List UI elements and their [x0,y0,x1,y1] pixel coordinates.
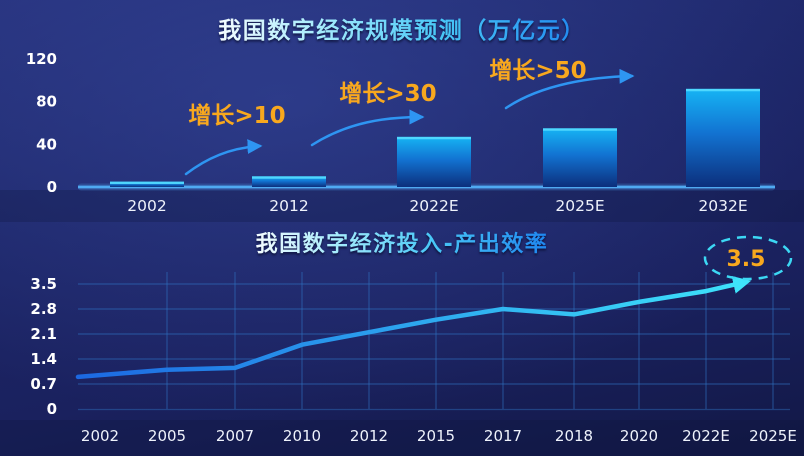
y-tick-label: 3.5 [30,275,57,293]
bar-chart-title: 我国数字经济规模预测（万亿元） [218,11,586,45]
y-tick-label: 0.7 [30,375,57,393]
growth-annotation: 增长>30 [339,80,436,107]
growth-annotation: 增长>50 [489,57,586,84]
bar [110,181,184,187]
y-tick-label: 2.8 [30,300,57,318]
bar [252,176,326,187]
y-tick-label: 2.1 [30,325,57,343]
y-tick-label: 0 [47,178,57,196]
bar-top-highlight [252,176,326,179]
x-tick-label: 2022E [682,427,730,445]
x-tick-label: 2017 [484,427,522,445]
callout-ellipse [703,235,793,281]
bar-top-highlight [686,88,760,92]
line-chart: 0 0.7 1.4 2.1 2.8 3.5 2002 2005 2007 2010 2012 2015… [30,235,797,445]
growth-arrow [310,109,425,147]
x-tick-label: 2032E [698,197,747,215]
x-tick-label: 2012 [269,197,308,215]
x-tick-label: 2002 [81,427,119,445]
x-tick-label: 2020 [620,427,658,445]
callout-value: 3.5 [727,247,766,272]
x-tick-label: 2022E [409,197,458,215]
x-tick-label: 2010 [283,427,321,445]
x-tick-label: 2007 [216,427,254,445]
x-tick-label: 2018 [555,427,593,445]
y-tick-label: 0 [47,400,57,418]
x-tick-label: 2005 [148,427,186,445]
growth-arrow [504,68,635,110]
y-tick-label: 40 [36,135,57,153]
y-tick-label: 1.4 [30,350,57,368]
bar [543,128,617,187]
bar-top-highlight [110,181,184,185]
y-tick-label: 80 [36,93,57,111]
x-tick-label: 2012 [350,427,388,445]
growth-annotation: 增长>10 [188,102,285,129]
line-chart-label-band [0,420,804,456]
x-tick-label: 2025E [749,427,797,445]
bar-chart-label-band [0,190,804,222]
x-tick-label: 2015 [417,427,455,445]
bar-top-highlight [543,128,617,131]
bar-top-highlight [397,136,471,140]
y-tick-label: 120 [26,50,57,68]
line-chart-title: 我国数字经济投入-产出效率 [256,226,549,258]
x-tick-label: 2002 [127,197,166,215]
bar [397,136,471,187]
trend-line [75,276,752,380]
bar-chart: 0 40 80 120 2002 2012 2022E 2025E 2032E 增长>10 增长>3… [26,50,775,215]
bar [686,88,760,187]
x-tick-label: 2025E [555,197,604,215]
growth-arrow [184,139,263,176]
